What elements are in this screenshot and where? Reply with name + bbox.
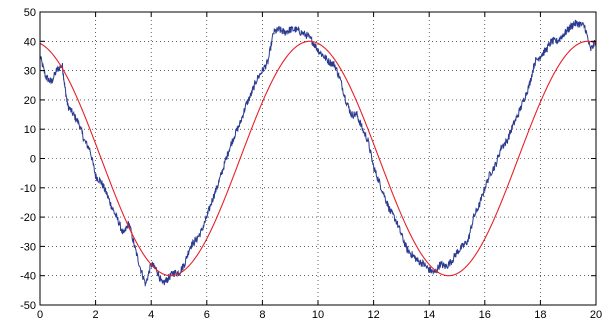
- y-tick-label: -10: [20, 183, 36, 195]
- x-tick-label: 16: [479, 309, 491, 321]
- x-tick-label: 6: [204, 309, 210, 321]
- y-tick-label: -30: [20, 241, 36, 253]
- x-tick-label: 14: [423, 309, 435, 321]
- y-tick-label: 40: [24, 36, 36, 48]
- x-tick-label: 4: [148, 309, 154, 321]
- series-noisy-line: [40, 19, 596, 287]
- y-tick-label: -50: [20, 300, 36, 312]
- x-tick-label: 10: [312, 309, 324, 321]
- y-tick-label: -20: [20, 212, 36, 224]
- x-tick-labels: 0 2 4 6 8 10 12 14 16 18 20: [37, 309, 602, 321]
- y-tick-label: 0: [30, 154, 36, 166]
- series-sine-line: [40, 40, 596, 277]
- x-tick-label: 12: [367, 309, 379, 321]
- y-tick-label: -40: [20, 271, 36, 283]
- y-tick-label: 20: [24, 95, 36, 107]
- y-tick-label: 50: [24, 7, 36, 19]
- x-tick-label: 8: [259, 309, 265, 321]
- x-tick-label: 18: [534, 309, 546, 321]
- tick-layer: [39, 11, 597, 306]
- y-tick-label: 30: [24, 66, 36, 78]
- x-tick-label: 0: [37, 309, 43, 321]
- y-tick-label: 10: [24, 124, 36, 136]
- x-tick-label: 20: [590, 309, 602, 321]
- series-layer: [40, 19, 596, 287]
- grid-layer: [40, 12, 596, 305]
- x-tick-label: 2: [93, 309, 99, 321]
- y-tick-labels: -50 -40 -30 -20 -10 0 10 20 30 40 50: [20, 7, 36, 312]
